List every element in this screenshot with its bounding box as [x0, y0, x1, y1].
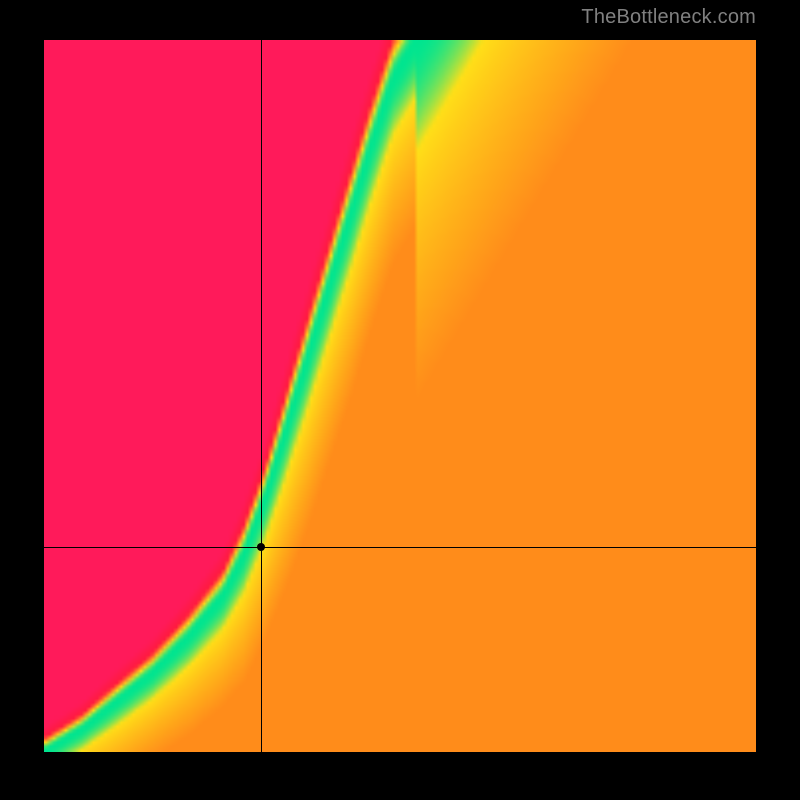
watermark-text: TheBottleneck.com: [581, 6, 756, 29]
crosshair-vertical: [261, 40, 262, 752]
plot-area: [44, 40, 756, 752]
heatmap-canvas: [44, 40, 756, 752]
crosshair-dot: [257, 543, 265, 551]
crosshair-horizontal: [44, 547, 756, 548]
